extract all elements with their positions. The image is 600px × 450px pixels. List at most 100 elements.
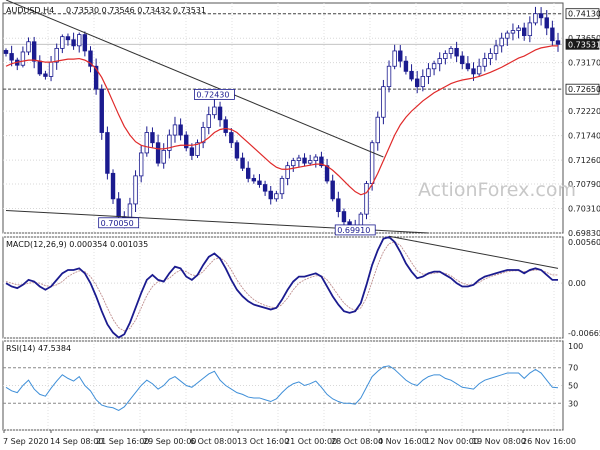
candle-body (93, 65, 99, 90)
price-badge-label: 0.73531 (568, 40, 600, 49)
candle-body (482, 58, 487, 67)
time-tick-label: 13 Oct 16:00 (237, 437, 289, 446)
macd-tick-label: -0.006656 (568, 329, 600, 338)
watermark: ActionForex.com (418, 179, 576, 201)
candle-body (200, 127, 206, 144)
price-panel: 0.74130 0.73650 0.73170 0.72650 0.72220 0.717… (2, 0, 600, 238)
candle-body (274, 193, 279, 200)
price-tick-label: 0.70310 (568, 205, 600, 214)
rsi-tick-label: 100 (568, 342, 583, 351)
candle-body (43, 73, 48, 77)
candle-body (195, 142, 200, 156)
candle-body (291, 160, 296, 167)
macd-tick-label: 0.00 (568, 279, 586, 288)
price-tick-label: 0.73170 (568, 59, 600, 68)
price-badge-label: 0.74130 (568, 10, 600, 19)
candle-body (65, 36, 71, 41)
candle-body (172, 124, 178, 136)
candle-body (319, 156, 324, 167)
candle-body (324, 165, 330, 182)
candle-body (499, 37, 504, 47)
candle-body (257, 180, 262, 185)
candle-body (426, 68, 431, 77)
macd-panel: 0.005607 0.00 -0.006656 MACD(12,26,9) 0.000… (2, 235, 600, 339)
candle-body (3, 50, 9, 54)
time-tick-label: 12 Nov 00:00 (425, 437, 479, 446)
time-tick-label: 7 Sep 2020 (3, 437, 49, 446)
candle-body (138, 152, 144, 177)
candle-body (206, 114, 211, 128)
price-annotation-label: 0.69910 (337, 226, 370, 235)
candle-body (302, 157, 307, 164)
candle-body (167, 134, 172, 151)
price-annotation-box (98, 217, 140, 229)
candle-body (364, 183, 369, 215)
time-tick-label: 6 Oct 08:00 (190, 437, 237, 446)
candle-body (375, 116, 380, 144)
price-annotation-box (194, 89, 235, 100)
price-header-values: 0.73530 0.73546 0.73432 0.73531 (66, 6, 206, 15)
candle-body (369, 142, 375, 184)
candle-body (133, 175, 138, 205)
candle-body (189, 147, 195, 156)
candle-body (262, 184, 268, 192)
candle-body (178, 124, 183, 136)
candle-body (471, 68, 476, 75)
rsi-tick-label: 70 (568, 364, 578, 373)
candle-body (99, 88, 104, 133)
candle-body (20, 51, 26, 66)
rsi-title: RSI(14) 47.5384 (6, 344, 71, 353)
rsi-line (5, 365, 559, 411)
time-tick-label: 28 Oct 08:00 (331, 437, 383, 446)
candle-body (110, 172, 116, 200)
candle-body (26, 41, 31, 53)
candle-body (296, 157, 302, 161)
candle-body (341, 211, 347, 223)
candle-body (386, 65, 392, 88)
price-badge (565, 8, 600, 20)
candle-body (116, 198, 121, 218)
time-tick-label: 29 Sep 00:00 (143, 437, 196, 446)
time-tick-label: 21 Oct 00:00 (285, 437, 337, 446)
candle-body (454, 47, 459, 57)
candle-body (398, 50, 403, 62)
candle-body (9, 53, 14, 61)
candle-body (538, 13, 544, 19)
price-badge (565, 83, 600, 95)
candle-body (555, 40, 561, 45)
price-badge (565, 38, 600, 50)
candle-body (330, 180, 335, 200)
price-trendline (5, 0, 384, 158)
candle-body (246, 167, 251, 179)
candle-body (217, 106, 223, 121)
candle-body (313, 156, 318, 161)
candle-body (251, 178, 257, 182)
moving-average-line (5, 45, 558, 196)
candle-body (381, 86, 386, 118)
candle-body (420, 76, 426, 88)
candle-body (505, 32, 510, 39)
candle-body (443, 53, 448, 59)
price-tick-label: 0.70790 (568, 180, 600, 189)
candle-body (336, 198, 341, 212)
candle-body (516, 27, 521, 31)
candle-body (82, 34, 88, 52)
candle-body (54, 47, 59, 63)
price-annotation-label: 0.70050 (101, 219, 134, 228)
price-plot-frame (2, 2, 564, 234)
price-annotation-box (334, 224, 376, 236)
time-tick-label: 19 Nov 08:00 (472, 437, 526, 446)
candle-body (229, 132, 234, 144)
candle-body (184, 134, 189, 149)
candle-body (533, 13, 538, 24)
candle-body (144, 132, 150, 154)
macd-title: MACD(12,26,9) 0.000354 0.001035 (6, 240, 148, 249)
price-tick-label: 0.71740 (568, 132, 600, 141)
candle-body (476, 65, 482, 75)
candle-body (88, 50, 93, 67)
price-tick-label: 0.72220 (568, 107, 600, 116)
candle-body (150, 132, 155, 144)
candle-body (77, 34, 82, 47)
candle-body (448, 47, 454, 54)
